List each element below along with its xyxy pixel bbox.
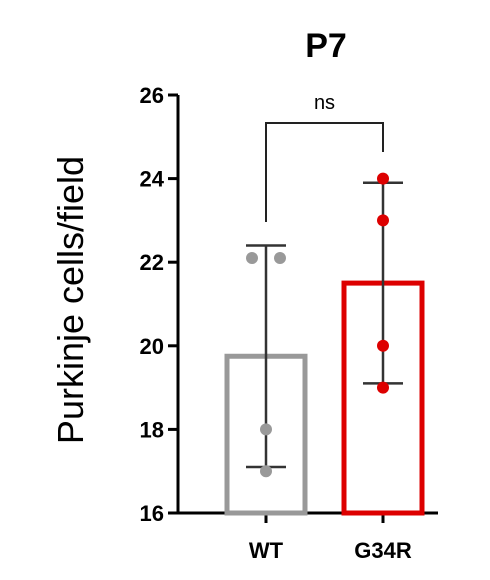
significance-label: ns <box>314 92 335 114</box>
data-point <box>377 214 389 227</box>
x-tick-label: G34R <box>354 538 412 563</box>
data-point <box>260 423 272 436</box>
y-tick-label: 26 <box>140 83 164 108</box>
y-tick-label: 20 <box>140 334 164 359</box>
axes: 16 18 20 22 24 26 WT G34R <box>140 83 438 563</box>
y-tick-label: 18 <box>140 417 164 442</box>
data-point <box>260 465 272 478</box>
data-point <box>377 172 389 185</box>
x-tick-label: WT <box>249 538 284 563</box>
y-tick-label: 16 <box>140 501 164 526</box>
data-point <box>377 381 389 394</box>
y-axis-title: Purkinje cells/field <box>50 156 91 444</box>
y-tick-label: 22 <box>140 250 164 275</box>
data-point <box>377 339 389 352</box>
data-point <box>274 252 286 265</box>
annotations: ns <box>265 92 384 222</box>
y-tick-label: 24 <box>140 167 165 192</box>
significance-bracket <box>265 122 384 222</box>
chart-title: P7 <box>305 27 347 65</box>
data-point <box>246 252 258 265</box>
bars <box>224 172 425 516</box>
